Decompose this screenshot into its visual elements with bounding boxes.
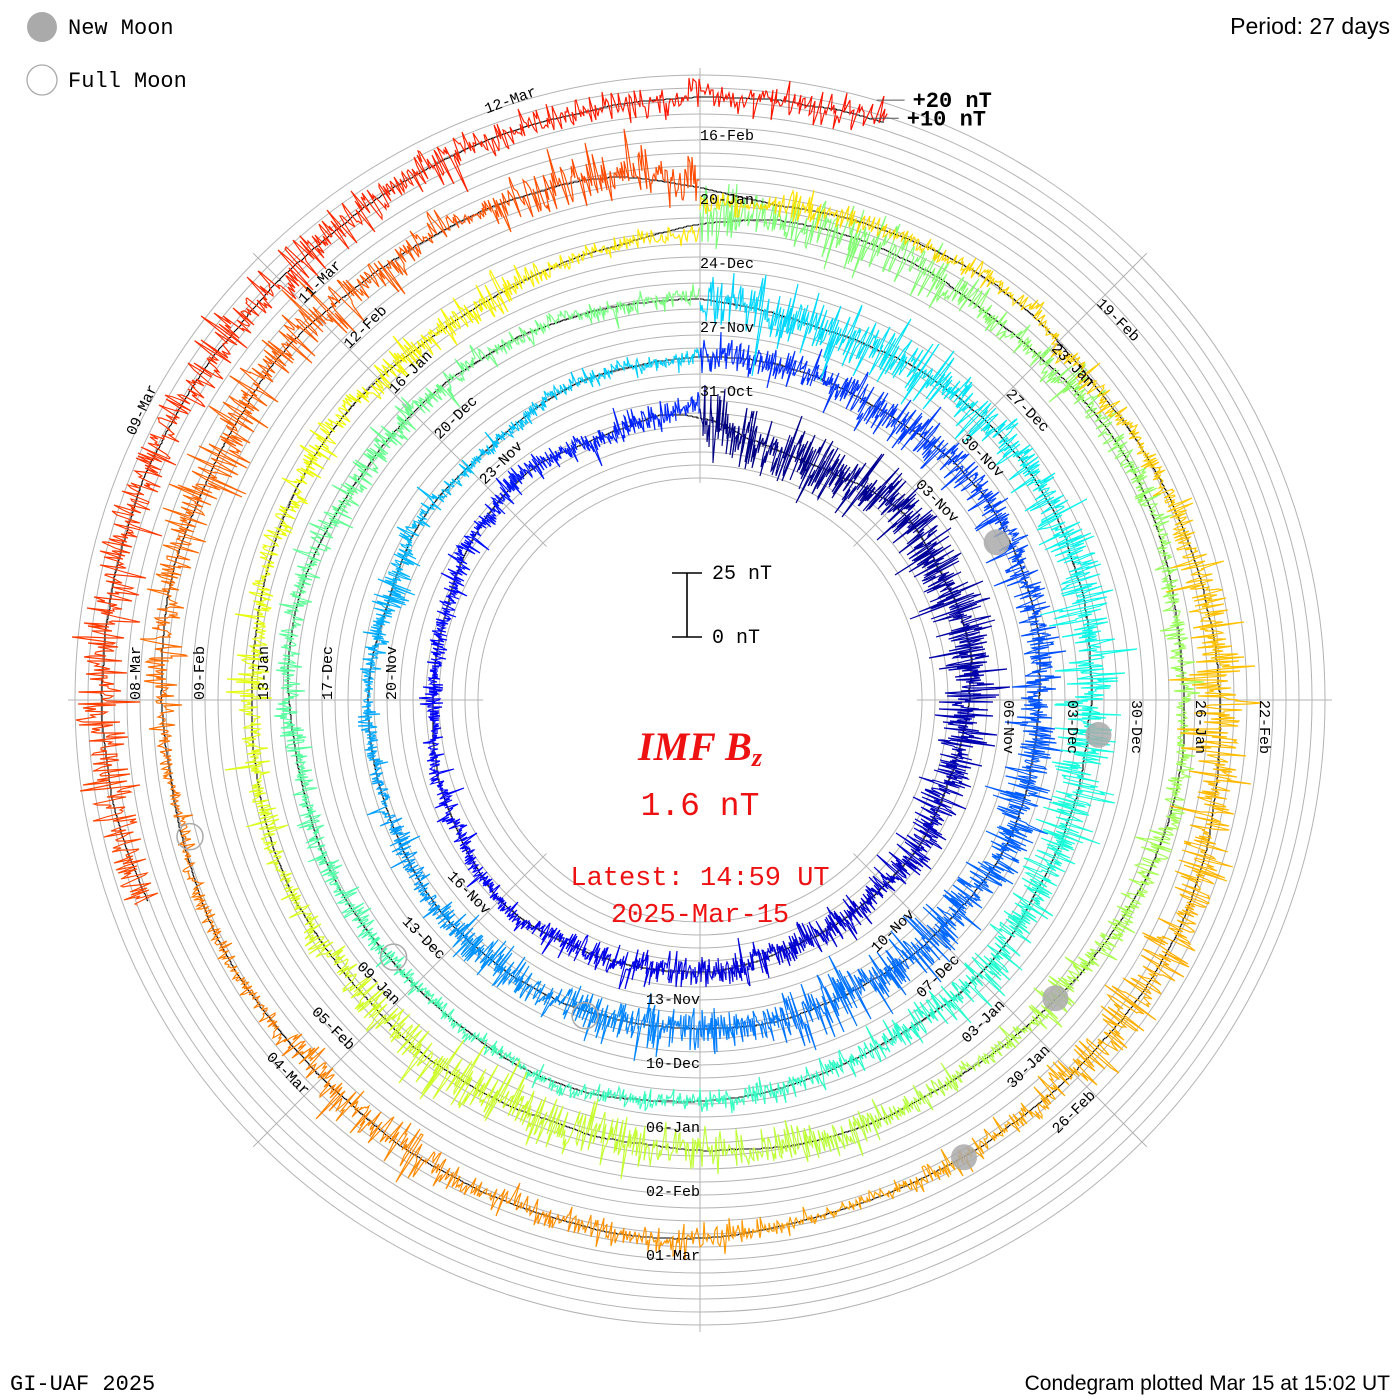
svg-text:26-Jan: 26-Jan: [1191, 700, 1208, 754]
svg-text:08-Mar: 08-Mar: [128, 646, 145, 700]
svg-text:0 nT: 0 nT: [712, 627, 760, 650]
svg-text:06-Nov: 06-Nov: [999, 700, 1016, 754]
svg-text:13-Nov: 13-Nov: [646, 992, 700, 1009]
svg-text:24-Dec: 24-Dec: [700, 256, 754, 273]
svg-text:Latest: 14:59 UT: Latest: 14:59 UT: [570, 864, 829, 894]
svg-text:22-Feb: 22-Feb: [1255, 700, 1272, 754]
svg-text:+20 nT: +20 nT: [913, 89, 992, 114]
svg-text:02-Feb: 02-Feb: [646, 1184, 700, 1201]
svg-text:25 nT: 25 nT: [712, 563, 772, 586]
svg-text:06-Jan: 06-Jan: [646, 1120, 700, 1137]
svg-text:09-Feb: 09-Feb: [192, 646, 209, 700]
svg-text:Period: 27 days: Period: 27 days: [1230, 13, 1390, 39]
svg-text:Condegram plotted Mar 15 at 15: Condegram plotted Mar 15 at 15:02 UT: [1025, 1372, 1391, 1395]
svg-text:01-Mar: 01-Mar: [646, 1248, 700, 1265]
svg-text:GI-UAF 2025: GI-UAF 2025: [10, 1372, 155, 1397]
svg-text:17-Dec: 17-Dec: [320, 646, 337, 700]
svg-text:10-Dec: 10-Dec: [646, 1056, 700, 1073]
svg-text:27-Nov: 27-Nov: [700, 320, 754, 337]
svg-text:2025-Mar-15: 2025-Mar-15: [611, 901, 789, 931]
svg-text:13-Jan: 13-Jan: [256, 646, 273, 700]
svg-text:20-Nov: 20-Nov: [384, 646, 401, 700]
svg-text:20-Jan: 20-Jan: [700, 192, 754, 209]
svg-text:1.6 nT: 1.6 nT: [641, 788, 760, 825]
svg-text:Full Moon: Full Moon: [68, 69, 187, 94]
svg-text:16-Feb: 16-Feb: [700, 128, 754, 145]
svg-text:New Moon: New Moon: [68, 16, 174, 41]
svg-text:IMF Bz: IMF Bz: [637, 724, 763, 772]
svg-text:30-Dec: 30-Dec: [1127, 700, 1144, 754]
svg-text:31-Oct: 31-Oct: [700, 384, 754, 401]
svg-text:03-Dec: 03-Dec: [1063, 700, 1080, 754]
